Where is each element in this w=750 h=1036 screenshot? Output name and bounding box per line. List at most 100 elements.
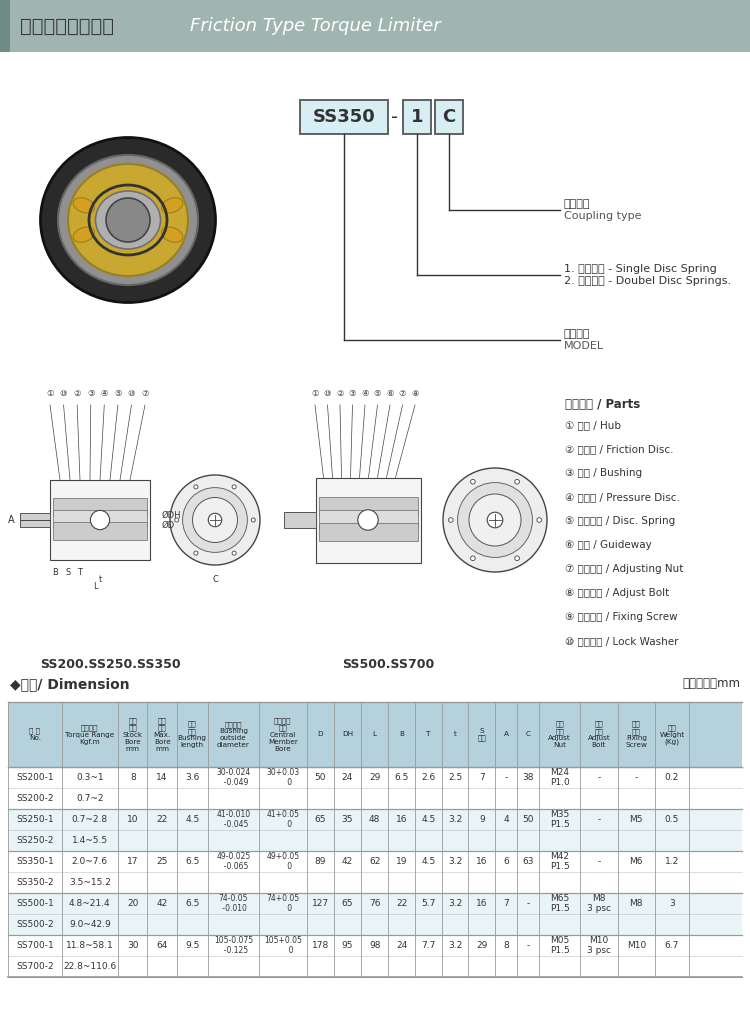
Text: ØDH: ØDH [162, 511, 182, 519]
Text: 24: 24 [342, 773, 353, 782]
Text: 3: 3 [669, 899, 675, 908]
Text: 6.5: 6.5 [185, 857, 200, 866]
Text: 1.4~5.5: 1.4~5.5 [72, 836, 108, 845]
Text: 76: 76 [369, 899, 380, 908]
Text: ⑥ 導板 / Guideway: ⑥ 導板 / Guideway [565, 540, 652, 550]
Text: B: B [52, 568, 58, 577]
Text: 1: 1 [411, 108, 423, 126]
Text: 3.5~15.2: 3.5~15.2 [69, 877, 111, 887]
Text: 50: 50 [523, 815, 534, 824]
Text: ⑦: ⑦ [141, 388, 148, 398]
Circle shape [194, 551, 198, 555]
Text: 摩擦型扭力限制器: 摩擦型扭力限制器 [20, 17, 114, 35]
Text: 25: 25 [157, 857, 168, 866]
Text: 8: 8 [130, 773, 136, 782]
Text: SS200-2: SS200-2 [16, 794, 53, 803]
Text: M24
P1.0: M24 P1.0 [550, 768, 569, 787]
Circle shape [209, 513, 222, 526]
Text: DH: DH [342, 731, 353, 738]
Bar [50, 480, 150, 560]
Text: t: t [98, 575, 102, 584]
Text: 0.2: 0.2 [664, 773, 679, 782]
Text: T: T [427, 731, 430, 738]
Text: 產品規格: 產品規格 [564, 329, 590, 339]
Text: 調整
螺栓
Adjust
Bolt: 調整 螺栓 Adjust Bolt [587, 721, 610, 748]
Text: 6.5: 6.5 [394, 773, 409, 782]
Text: 3.2: 3.2 [448, 899, 462, 908]
Bar [319, 510, 418, 528]
Text: Friction Type Torque Limiter: Friction Type Torque Limiter [190, 17, 441, 35]
Text: ③ 軸轄 / Bushing: ③ 軸轄 / Bushing [565, 468, 642, 478]
Text: -: - [526, 941, 530, 950]
Text: 9.0~42.9: 9.0~42.9 [69, 920, 111, 929]
Text: 49-0.025
  -0.065: 49-0.025 -0.065 [216, 853, 250, 871]
Text: 64: 64 [157, 941, 168, 950]
Text: M42
P1.5: M42 P1.5 [550, 853, 569, 871]
Text: M65
P1.5: M65 P1.5 [550, 894, 569, 913]
Text: -: - [634, 773, 638, 782]
Circle shape [193, 497, 238, 543]
Text: 62: 62 [369, 857, 380, 866]
Text: 4.5: 4.5 [422, 815, 436, 824]
Text: ① 輪轄 / Hub: ① 輪轄 / Hub [565, 420, 621, 430]
Text: 固定
螺絲
Fixing
Screw: 固定 螺絲 Fixing Screw [626, 721, 647, 748]
Text: SS200.SS250.SS350: SS200.SS250.SS350 [40, 658, 180, 671]
Text: 8: 8 [503, 941, 509, 950]
Circle shape [194, 485, 198, 489]
Text: SS200-1: SS200-1 [16, 773, 53, 782]
Text: L: L [93, 582, 98, 591]
Text: ⑤: ⑤ [374, 388, 381, 398]
Text: ①: ① [46, 388, 54, 398]
Text: t: t [454, 731, 457, 738]
Text: 6.7: 6.7 [664, 941, 679, 950]
Text: -: - [597, 773, 601, 782]
Text: ④ 壓力板 / Pressure Disc.: ④ 壓力板 / Pressure Disc. [565, 492, 680, 502]
Text: D: D [317, 731, 323, 738]
Text: ⑩: ⑩ [60, 388, 68, 398]
Circle shape [175, 518, 178, 522]
Text: 9.5: 9.5 [185, 941, 200, 950]
Text: 95: 95 [342, 941, 353, 950]
Ellipse shape [68, 164, 188, 276]
Text: ③: ③ [87, 388, 94, 398]
Text: 尺寸單位：mm: 尺寸單位：mm [682, 677, 740, 690]
Text: 6: 6 [503, 857, 509, 866]
Circle shape [443, 468, 547, 572]
Text: 63: 63 [523, 857, 534, 866]
Text: 30-0.024
  -0.049: 30-0.024 -0.049 [216, 768, 250, 787]
Text: 中心構件
孔徑
Central
Member
Bore: 中心構件 孔徑 Central Member Bore [268, 717, 298, 751]
Text: 1.2: 1.2 [664, 857, 679, 866]
Text: -: - [392, 108, 398, 126]
FancyBboxPatch shape [403, 100, 431, 134]
Ellipse shape [58, 155, 198, 285]
Text: 16: 16 [396, 815, 407, 824]
Text: 2.0~7.6: 2.0~7.6 [72, 857, 108, 866]
Text: 2.6: 2.6 [422, 773, 436, 782]
Text: 65: 65 [342, 899, 353, 908]
Text: C: C [442, 108, 455, 126]
Text: 3.2: 3.2 [448, 941, 462, 950]
Text: A: A [8, 515, 15, 525]
Text: ⑧ 調整螺栓 / Adjust Bolt: ⑧ 調整螺栓 / Adjust Bolt [565, 588, 669, 598]
Bar [8, 702, 742, 767]
Text: 2. 雙片彈籧 - Doubel Disc Springs.: 2. 雙片彈籧 - Doubel Disc Springs. [564, 276, 731, 286]
Text: 調整
螺母
Adjust
Nut: 調整 螺母 Adjust Nut [548, 721, 571, 748]
Text: 24: 24 [396, 941, 407, 950]
Text: -: - [505, 773, 508, 782]
Text: 127: 127 [312, 899, 329, 908]
Text: ①: ① [311, 388, 319, 398]
Text: 38: 38 [523, 773, 534, 782]
Ellipse shape [95, 191, 160, 249]
Text: SS350: SS350 [313, 108, 375, 126]
Text: 7: 7 [503, 899, 509, 908]
Text: 41-0.010
  -0.045: 41-0.010 -0.045 [216, 810, 250, 829]
Text: ⑦: ⑦ [399, 388, 406, 398]
FancyBboxPatch shape [300, 100, 388, 134]
Text: 4.8~21.4: 4.8~21.4 [69, 899, 111, 908]
Text: SS500.SS700: SS500.SS700 [342, 658, 434, 671]
Text: 19: 19 [396, 857, 407, 866]
Text: 部品名稱 / Parts: 部品名稱 / Parts [565, 398, 640, 411]
Text: 4.5: 4.5 [185, 815, 200, 824]
Text: 48: 48 [369, 815, 380, 824]
Text: ③: ③ [349, 388, 356, 398]
